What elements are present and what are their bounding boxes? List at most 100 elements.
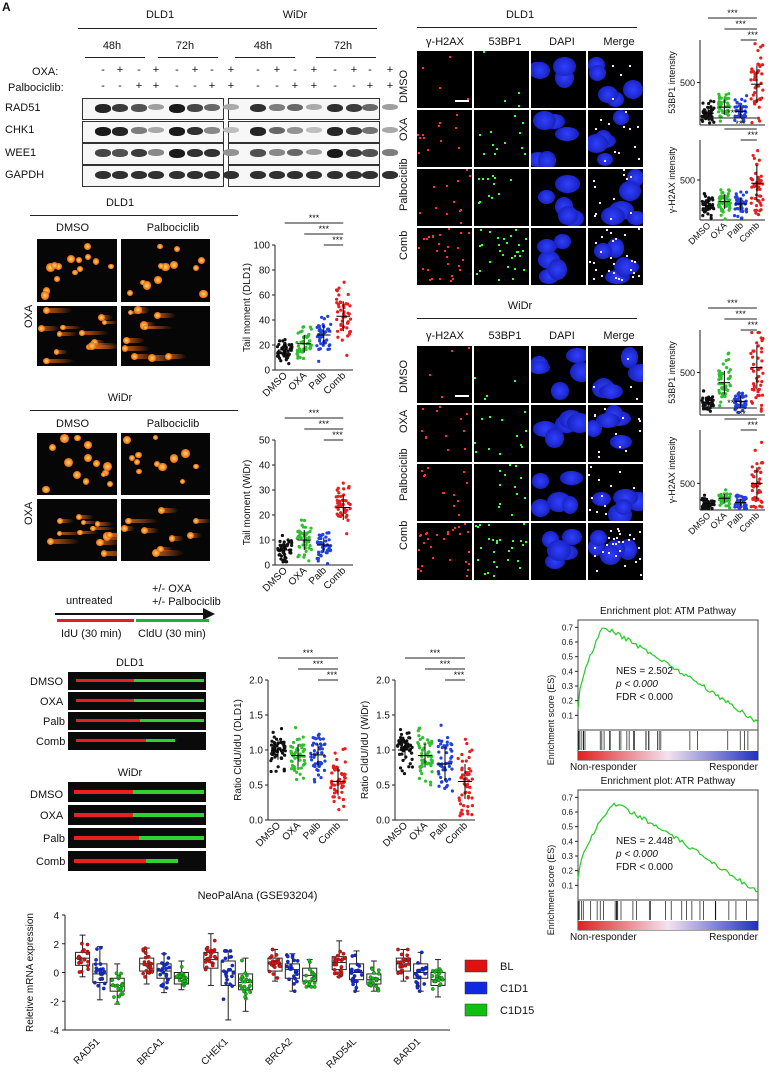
nucleus [566, 413, 586, 433]
y-tick-label: -2 [50, 997, 59, 1008]
data-point [276, 960, 281, 965]
fiber-strip [68, 712, 206, 730]
comet-head [63, 458, 73, 468]
data-point [315, 325, 319, 329]
focus [522, 249, 525, 252]
comet-head [153, 460, 160, 467]
data-point [278, 539, 282, 543]
data-point [292, 958, 297, 963]
data-point [348, 304, 352, 308]
data-point [293, 976, 297, 981]
palb-sign: + [291, 80, 299, 92]
data-point [405, 975, 409, 980]
data-point [312, 985, 317, 989]
focus [594, 185, 597, 188]
y-axis-label: Reletive mRNA expression [25, 913, 36, 1032]
if-col-h2ax-2: γ-H2AX [426, 330, 464, 342]
focus [426, 268, 429, 271]
focus [513, 114, 516, 117]
data-point [302, 981, 307, 985]
focus [498, 278, 501, 281]
comet-tail [43, 358, 75, 364]
comet-image-dld1-comb [121, 306, 210, 366]
comet-col-dmso: DMSO [56, 222, 89, 234]
focus [520, 477, 523, 480]
if-widr-title: WiDr [507, 300, 533, 312]
focus [602, 551, 605, 554]
data-point [279, 554, 284, 558]
comet-head [169, 454, 178, 463]
fiber-idu-track [76, 679, 134, 682]
focus [493, 550, 496, 553]
comet-tail [94, 522, 113, 526]
data-point [230, 963, 235, 968]
comet-head [89, 525, 96, 532]
focus [515, 250, 518, 253]
nucleus [532, 110, 557, 131]
blot-band [148, 171, 164, 180]
data-point [166, 956, 171, 960]
focus [626, 254, 629, 257]
focus [514, 486, 517, 489]
focus [523, 268, 526, 271]
nucleus [601, 206, 625, 226]
comet-head [96, 539, 104, 547]
nucleus [553, 57, 577, 76]
focus [464, 560, 467, 563]
focus [489, 130, 492, 133]
if-image-h2ax [417, 51, 472, 108]
data-point [348, 317, 353, 321]
western-dld1-72h: 72h [175, 40, 195, 52]
focus [639, 573, 642, 576]
data-point [290, 955, 295, 960]
focus [488, 448, 491, 451]
focus [618, 471, 621, 474]
data-point [114, 971, 119, 976]
comet-head [85, 254, 92, 261]
data-point [116, 974, 121, 979]
comet-head [127, 309, 134, 316]
focus [440, 139, 443, 142]
focus [588, 474, 591, 477]
focus [492, 182, 495, 185]
comet-head [46, 538, 54, 546]
data-point [346, 292, 350, 297]
significance-stars: *** [309, 213, 320, 223]
data-point [339, 965, 344, 969]
focus [488, 195, 491, 198]
data-point [82, 957, 87, 962]
focus [623, 234, 626, 237]
if-col-53bp1-2: 53BP1 [488, 330, 522, 342]
focus [466, 98, 469, 101]
focus [513, 254, 516, 257]
focus [628, 64, 631, 67]
data-point [326, 314, 330, 318]
nucleus [626, 211, 643, 225]
data-point [376, 971, 381, 976]
data-point [296, 350, 301, 354]
focus [457, 514, 460, 517]
data-point [148, 965, 153, 969]
comet-head [106, 480, 114, 488]
focus [510, 256, 513, 259]
data-point [297, 544, 301, 549]
focus [633, 260, 636, 263]
data-point [240, 958, 244, 963]
comet-tail [53, 350, 69, 354]
if-image-h2ax [417, 523, 472, 580]
focus [629, 128, 632, 131]
focus [515, 464, 518, 467]
focus [621, 417, 624, 420]
focus [595, 268, 598, 271]
fiber-treatment-line1: +/- OXA [152, 583, 192, 595]
legend-swatch [464, 981, 488, 995]
focus [435, 249, 438, 252]
if-image-53bp1 [474, 464, 529, 521]
data-point [248, 979, 253, 984]
data-point [359, 973, 364, 977]
focus [525, 429, 528, 432]
data-point [345, 353, 349, 357]
fiber-cldu-track [146, 739, 176, 742]
data-point [182, 979, 187, 983]
focus [607, 270, 610, 273]
